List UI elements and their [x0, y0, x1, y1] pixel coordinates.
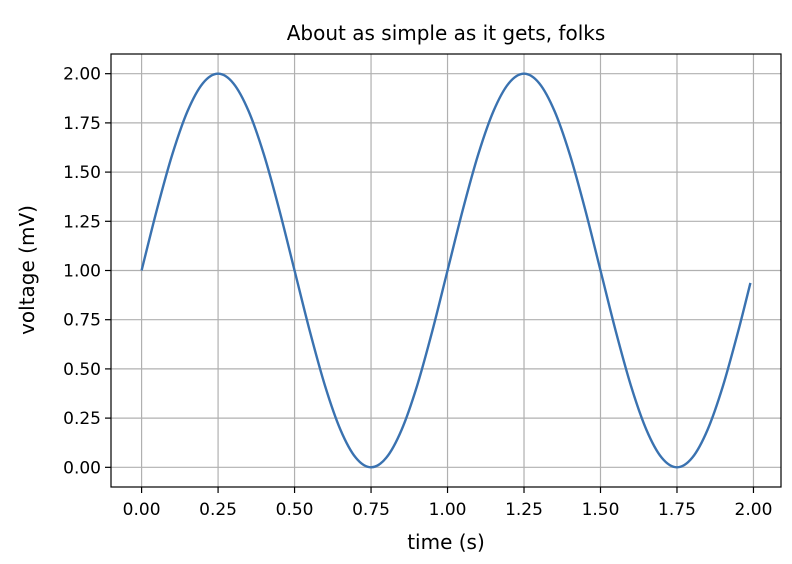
- y-tick-label: 0.75: [63, 311, 101, 331]
- y-tick-label: 0.00: [63, 458, 101, 478]
- y-tick-label: 1.50: [63, 163, 101, 183]
- x-tick-label: 2.00: [735, 500, 773, 520]
- series-line: [140, 72, 752, 469]
- y-tick-label: 0.25: [63, 409, 101, 429]
- x-tick-label: 0.00: [123, 500, 161, 520]
- x-tick-label: 1.50: [582, 500, 620, 520]
- x-tick-label: 1.25: [505, 500, 543, 520]
- y-axis-label: voltage (mV): [15, 205, 39, 335]
- y-tick-label: 1.25: [63, 212, 101, 232]
- x-tick-label: 1.75: [658, 500, 696, 520]
- x-tick-label: 1.00: [429, 500, 467, 520]
- y-tick-label: 0.50: [63, 360, 101, 380]
- y-tick-label: 1.00: [63, 262, 101, 282]
- x-axis-ticks: 0.00 0.25 0.50 0.75 1.00 1.25 1.50 1.75 2.00: [123, 487, 773, 520]
- series-layer: [140, 72, 752, 469]
- y-axis-ticks: 0.00 0.25 0.50 0.75 1.00 1.25 1.50 1.75 2.00: [63, 65, 111, 478]
- y-tick-label: 2.00: [63, 65, 101, 85]
- x-tick-label: 0.50: [276, 500, 314, 520]
- x-tick-label: 0.25: [199, 500, 237, 520]
- y-tick-label: 1.75: [63, 114, 101, 134]
- chart-title: About as simple as it gets, folks: [287, 21, 606, 45]
- x-axis-label: time (s): [407, 530, 485, 554]
- grid-lines: [111, 54, 781, 487]
- x-tick-label: 0.75: [352, 500, 390, 520]
